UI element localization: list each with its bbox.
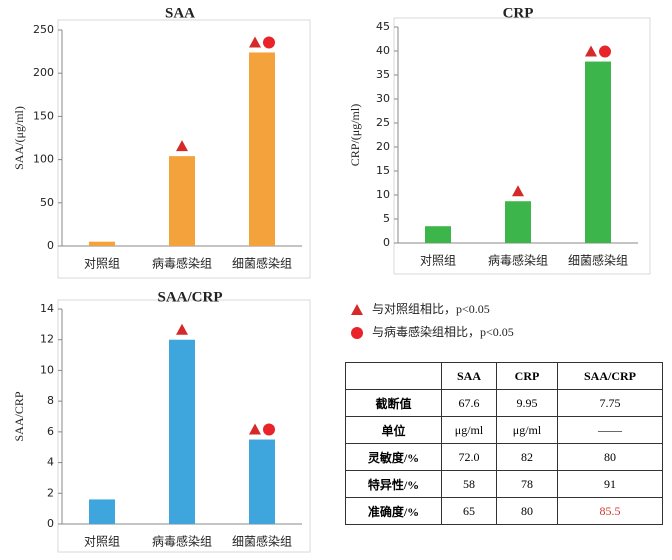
y-tick-label: 35 <box>376 68 390 81</box>
bar <box>169 156 195 246</box>
cell: 7.75 <box>557 389 663 417</box>
significance-circle <box>263 36 275 49</box>
cell: 67.6 <box>441 389 497 417</box>
bar <box>89 499 115 524</box>
bar <box>505 201 531 243</box>
cell: 78 <box>496 470 558 498</box>
bar <box>585 61 611 244</box>
cell: μg/ml <box>441 416 497 444</box>
header-cell: CRP <box>496 362 558 390</box>
cell: 单位 <box>345 416 442 444</box>
chart-frame <box>393 17 651 275</box>
x-tick-label: 细菌感染组 <box>232 534 292 549</box>
y-tick-label: 10 <box>40 363 54 376</box>
cell: 65 <box>441 497 497 525</box>
significance-circle <box>599 45 611 58</box>
table-row: 灵敏度/% 72.0 82 80 <box>345 443 663 471</box>
y-tick-label: 12 <box>40 333 54 346</box>
y-axis-label: SAA/CRP <box>12 391 26 441</box>
cell: 80 <box>496 497 558 525</box>
cell: 特异性/% <box>345 470 442 498</box>
chart-frame <box>57 299 311 553</box>
legend-label: 与病毒感染组相比，p<0.05 <box>372 324 514 339</box>
cell: μg/ml <box>496 416 558 444</box>
y-tick-label: 30 <box>376 92 390 105</box>
y-axis-label: SAA/(μg/ml) <box>12 106 26 170</box>
y-tick-label: 20 <box>376 140 390 153</box>
bar <box>89 241 115 246</box>
bar <box>169 339 195 524</box>
significance-triangle <box>512 185 524 197</box>
cell: 72.0 <box>441 443 497 471</box>
y-tick-label: 8 <box>47 394 54 407</box>
y-tick-label: 50 <box>40 196 54 209</box>
table-row: 单位 μg/ml μg/ml —— <box>345 416 663 444</box>
bar <box>425 226 451 243</box>
x-tick-label: 对照组 <box>84 257 120 271</box>
y-tick-label: 0 <box>47 517 54 530</box>
y-axis-label: CRP/(μg/ml) <box>348 104 362 166</box>
chart-frame <box>57 19 311 279</box>
y-tick-label: 5 <box>383 212 390 225</box>
cell: —— <box>557 416 663 444</box>
y-tick-label: 15 <box>376 164 390 177</box>
table-row: 特异性/% 58 78 91 <box>345 470 663 498</box>
legend-label: 与对照组相比，p<0.05 <box>372 302 490 316</box>
y-tick-label: 25 <box>376 116 390 129</box>
y-tick-label: 0 <box>47 239 54 252</box>
significance-circle <box>263 423 275 436</box>
bar <box>249 439 275 524</box>
y-tick-label: 10 <box>376 188 390 201</box>
cell: 截断值 <box>345 389 442 417</box>
header-cell: SAA <box>441 362 497 390</box>
x-tick-label: 病毒感染组 <box>152 256 212 271</box>
y-tick-label: 100 <box>33 153 54 166</box>
stats-table: SAA CRP SAA/CRP 截断值 67.6 9.95 7.75 单位 μg… <box>345 362 663 525</box>
y-tick-label: 6 <box>47 425 54 438</box>
table-row: 截断值 67.6 9.95 7.75 <box>345 389 663 417</box>
y-tick-label: 14 <box>40 302 54 315</box>
x-tick-label: 对照组 <box>420 254 456 268</box>
significance-triangle <box>176 140 188 152</box>
y-tick-label: 0 <box>383 236 390 249</box>
table-row: 准确度/% 65 80 85.5 <box>345 497 663 525</box>
significance-circle <box>351 327 363 339</box>
header-cell: SAA/CRP <box>557 362 663 390</box>
x-tick-label: 病毒感染组 <box>152 534 212 549</box>
x-tick-label: 细菌感染组 <box>232 256 292 271</box>
x-tick-label: 病毒感染组 <box>488 253 548 268</box>
cell: 80 <box>557 443 663 471</box>
y-tick-label: 150 <box>33 109 54 122</box>
y-tick-label: 2 <box>47 486 54 499</box>
y-tick-label: 250 <box>33 23 54 36</box>
cell: 85.5 <box>557 497 663 525</box>
significance-triangle <box>176 323 188 335</box>
y-tick-label: 45 <box>376 20 390 33</box>
cell: 9.95 <box>496 389 558 417</box>
cell: 91 <box>557 470 663 498</box>
significance-triangle <box>249 423 261 435</box>
significance-triangle <box>585 45 597 57</box>
cell: 灵敏度/% <box>345 443 442 471</box>
cell: 58 <box>441 470 497 498</box>
chart-title: CRP <box>503 5 534 21</box>
y-tick-label: 4 <box>47 456 54 469</box>
cell: 准确度/% <box>345 497 442 525</box>
x-tick-label: 细菌感染组 <box>568 253 628 268</box>
y-tick-label: 40 <box>376 44 390 57</box>
chart-title: SAA/CRP <box>157 289 222 305</box>
significance-triangle <box>351 304 363 315</box>
significance-triangle <box>249 36 261 48</box>
bar <box>249 52 275 246</box>
x-tick-label: 对照组 <box>84 535 120 549</box>
y-tick-label: 200 <box>33 66 54 79</box>
table-header: SAA CRP SAA/CRP <box>345 362 663 390</box>
chart-title: SAA <box>165 5 195 21</box>
header-cell <box>345 362 442 390</box>
cell: 82 <box>496 443 558 471</box>
